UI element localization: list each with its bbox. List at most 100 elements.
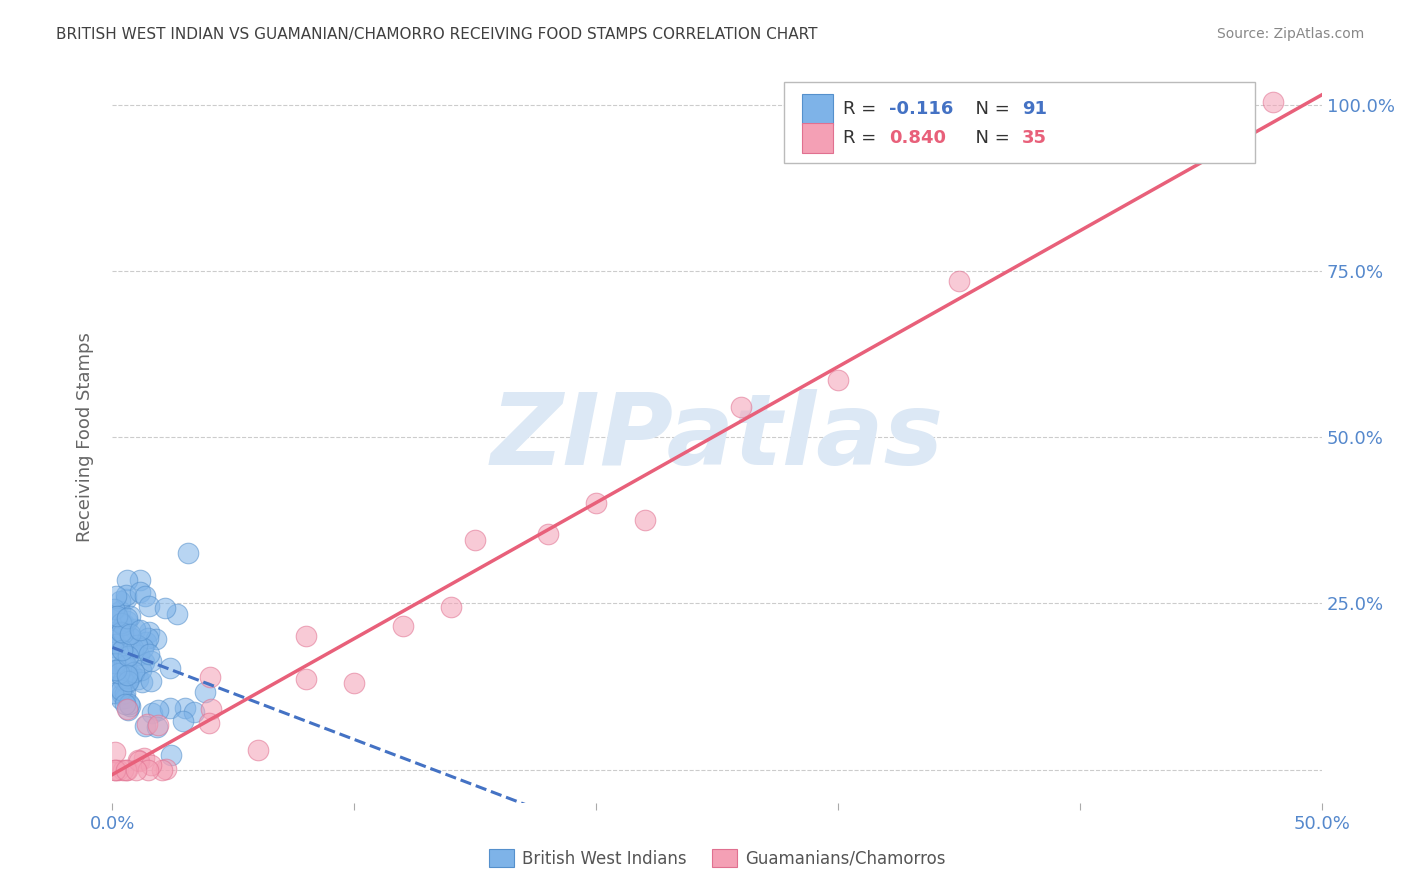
Point <box>108 662 131 676</box>
Point <box>128 648 150 663</box>
Point <box>118 669 141 683</box>
Point <box>107 679 129 693</box>
Point <box>146 720 169 734</box>
Point <box>948 274 970 288</box>
Text: N =: N = <box>963 129 1015 147</box>
Point <box>198 716 221 731</box>
Point <box>104 656 127 670</box>
Point <box>128 623 150 637</box>
Legend: British West Indians, Guamanians/Chamorros: British West Indians, Guamanians/Chamorr… <box>489 849 945 868</box>
Point <box>117 697 139 711</box>
Point <box>145 632 167 646</box>
Point <box>120 627 142 641</box>
Point <box>111 643 134 657</box>
Point <box>117 674 139 689</box>
Point <box>114 763 136 777</box>
Point <box>295 629 318 643</box>
Point <box>131 674 153 689</box>
Point <box>464 533 486 548</box>
Text: 91: 91 <box>1022 101 1047 119</box>
Point <box>585 496 607 510</box>
Point <box>112 659 135 673</box>
Point <box>141 757 163 772</box>
Point <box>117 763 139 777</box>
Point <box>136 717 159 731</box>
Point <box>129 663 152 677</box>
Point <box>155 763 177 777</box>
Point <box>114 686 136 700</box>
Point <box>159 747 181 762</box>
Text: N =: N = <box>963 101 1015 119</box>
Point <box>633 513 655 527</box>
Point <box>391 618 413 632</box>
Point <box>110 594 132 608</box>
Point <box>101 686 124 700</box>
Point <box>114 691 136 706</box>
Point <box>246 742 269 756</box>
Point <box>110 692 132 706</box>
FancyBboxPatch shape <box>801 122 834 153</box>
Text: 35: 35 <box>1022 129 1047 147</box>
Point <box>115 702 138 716</box>
Point <box>115 675 138 690</box>
Point <box>105 589 128 603</box>
Point <box>107 763 129 777</box>
FancyBboxPatch shape <box>801 94 834 125</box>
Point <box>111 626 134 640</box>
Point <box>103 625 125 640</box>
Point <box>132 655 155 669</box>
Point <box>440 599 463 614</box>
Point <box>115 658 138 673</box>
Point <box>108 604 131 618</box>
Point <box>104 763 127 777</box>
Point <box>115 591 138 606</box>
Point <box>295 672 318 686</box>
Text: Source: ZipAtlas.com: Source: ZipAtlas.com <box>1216 27 1364 41</box>
Point <box>101 632 124 647</box>
Point <box>112 618 135 632</box>
Point <box>111 673 134 687</box>
Point <box>117 668 139 682</box>
Point <box>103 640 125 654</box>
Point <box>1263 95 1285 109</box>
Point <box>114 697 136 711</box>
FancyBboxPatch shape <box>783 82 1256 163</box>
Point <box>138 625 160 640</box>
Point <box>166 607 188 621</box>
Point <box>134 719 156 733</box>
Text: R =: R = <box>842 129 882 147</box>
Point <box>110 615 132 630</box>
Point <box>121 667 143 681</box>
Point <box>104 637 127 651</box>
Point <box>159 661 181 675</box>
Point <box>198 669 221 683</box>
Point <box>177 545 200 559</box>
Point <box>115 611 138 625</box>
Point <box>827 373 849 387</box>
Point <box>117 648 139 663</box>
Point <box>200 702 222 716</box>
Point <box>122 640 145 655</box>
Point <box>117 669 139 683</box>
Point <box>118 671 141 685</box>
Point <box>127 673 149 687</box>
Point <box>343 676 366 690</box>
Text: -0.116: -0.116 <box>889 101 953 119</box>
Point <box>129 585 152 599</box>
Point <box>107 646 129 660</box>
Point <box>730 400 752 414</box>
Text: ZIPatlas: ZIPatlas <box>491 389 943 485</box>
Point <box>183 705 205 719</box>
Point <box>138 599 160 614</box>
Point <box>146 703 169 717</box>
Point <box>115 615 138 629</box>
Point <box>108 665 131 680</box>
Text: BRITISH WEST INDIAN VS GUAMANIAN/CHAMORRO RECEIVING FOOD STAMPS CORRELATION CHAR: BRITISH WEST INDIAN VS GUAMANIAN/CHAMORR… <box>56 27 818 42</box>
Point <box>120 631 142 645</box>
Point <box>136 631 159 645</box>
Point <box>174 700 197 714</box>
Point <box>129 574 152 588</box>
Point <box>136 763 159 777</box>
Point <box>141 674 163 689</box>
Point <box>114 588 136 602</box>
